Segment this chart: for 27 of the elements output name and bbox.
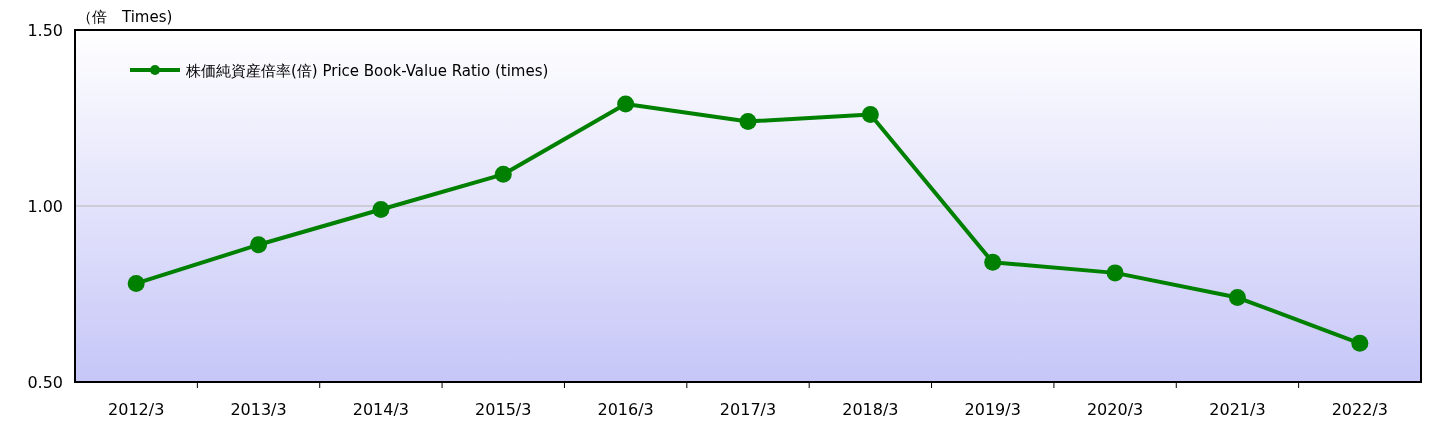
point: [984, 253, 1002, 271]
y-tick-label: 0.50: [27, 373, 63, 392]
y-axis-title: （倍 Times): [77, 8, 173, 26]
x-tick-label: 2017/3: [719, 400, 777, 419]
x-tick-label: 2019/3: [964, 400, 1021, 419]
point: [127, 274, 145, 292]
y-tick-label: 1.50: [27, 21, 63, 40]
x-tick-label: 2020/3: [1086, 400, 1144, 419]
x-tick-label: 2013/3: [230, 400, 287, 419]
x-tick-label: 2015/3: [475, 400, 532, 419]
point: [617, 95, 635, 113]
legend-label: 株価純資産倍率(倍) Price Book-Value Ratio (times): [185, 62, 549, 80]
point: [1228, 289, 1246, 307]
x-tick-label: 2016/3: [597, 400, 654, 419]
point: [250, 236, 268, 254]
point: [739, 113, 757, 131]
x-tick-label: 2022/3: [1331, 400, 1388, 419]
x-tick-label: 2012/3: [108, 400, 165, 419]
x-tick-label: 2018/3: [842, 400, 899, 419]
point: [861, 105, 879, 123]
point: [1106, 264, 1124, 282]
point: [494, 165, 512, 183]
y-tick-label: 1.00: [27, 197, 63, 216]
x-tick-label: 2021/3: [1209, 400, 1266, 419]
x-tick-label: 2014/3: [352, 400, 410, 419]
point: [372, 201, 390, 219]
point: [1351, 334, 1369, 352]
